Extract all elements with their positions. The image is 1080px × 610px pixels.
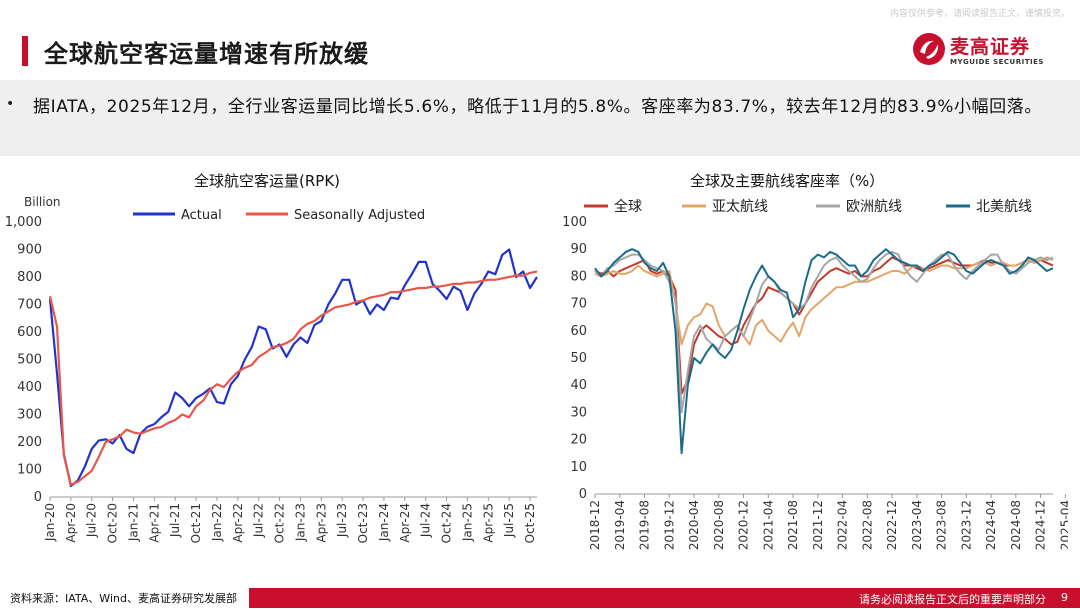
lf-x-tick-label: 2022-12 bbox=[885, 500, 899, 550]
lf-x-tick-label: 2021-04 bbox=[761, 500, 775, 550]
lf-x-tick-label: 2020-12 bbox=[737, 500, 751, 550]
lf-x-tick-label: 2020-08 bbox=[712, 500, 726, 550]
page-title: 全球航空客运量增速有所放缓 bbox=[44, 40, 369, 68]
rpk-x-tick-label: Jan-24 bbox=[377, 503, 391, 542]
lf-y-tick-label: 60 bbox=[570, 324, 587, 339]
rpk-y-tick-label: 200 bbox=[17, 435, 42, 450]
rpk-x-tick-label: Oct-20 bbox=[106, 503, 120, 543]
rpk-chart-title: 全球航空客运量(RPK) bbox=[194, 172, 341, 190]
rpk-y-tick-label: 700 bbox=[17, 298, 42, 313]
lf-x-tick-label: 2021-08 bbox=[786, 500, 800, 550]
lf-legend-label: 北美航线 bbox=[976, 199, 1032, 215]
lf-y-tick-label: 40 bbox=[570, 378, 587, 393]
rpk-x-tick-label: Oct-25 bbox=[523, 503, 537, 543]
summary-box: • 据IATA，2025年12月，全行业客运量同比增长5.6%，略低于11月的5… bbox=[0, 80, 1080, 156]
lf-x-tick-label: 2023-04 bbox=[910, 500, 924, 550]
summary-text: 据IATA，2025年12月，全行业客运量同比增长5.6%，略低于11月的5.8… bbox=[33, 97, 1042, 117]
rpk-y-tick-label: 1,000 bbox=[5, 215, 42, 230]
lf-x-tick-label: 2020-04 bbox=[687, 500, 701, 550]
rpk-series-line-2 bbox=[48, 270, 538, 486]
lf-y-tick-label: 70 bbox=[570, 297, 587, 312]
rpk-legend-label: Seasonally Adjusted bbox=[294, 208, 425, 223]
lf-y-tick-label: 30 bbox=[570, 405, 587, 420]
lf-x-tick-label: 2025-04 bbox=[1058, 500, 1068, 550]
rpk-x-tick-label: Jul-25 bbox=[502, 503, 516, 538]
lf-x-tick-label: 2023-08 bbox=[935, 500, 949, 550]
lf-y-tick-label: 90 bbox=[570, 242, 587, 257]
rpk-x-tick-label: Oct-24 bbox=[440, 503, 454, 543]
rpk-x-tick-label: Jan-22 bbox=[210, 503, 224, 542]
rpk-x-tick-label: Apr-23 bbox=[314, 503, 328, 543]
rpk-y-tick-label: 600 bbox=[17, 325, 42, 340]
lf-legend-label: 欧洲航线 bbox=[846, 199, 902, 215]
rpk-y-tick-label: 0 bbox=[34, 490, 42, 505]
lf-x-tick-label: 2024-08 bbox=[1009, 500, 1023, 550]
lf-x-tick-label: 2019-04 bbox=[613, 500, 627, 550]
lf-x-tick-label: 2023-12 bbox=[959, 500, 973, 550]
lf-y-tick-label: 0 bbox=[579, 487, 587, 502]
brand-logo-icon bbox=[913, 33, 945, 65]
rpk-legend-label: Actual bbox=[181, 208, 222, 223]
page-number: 9 bbox=[1061, 591, 1068, 604]
rpk-y-axis-label: Billion bbox=[24, 195, 61, 209]
rpk-y-tick-label: 100 bbox=[17, 463, 42, 478]
title-accent-bar bbox=[22, 36, 28, 66]
rpk-x-tick-label: Oct-22 bbox=[273, 503, 287, 543]
footer: 资料来源：IATA、Wind、麦高证券研究发展部 请务必阅读报告正文后的重要声明… bbox=[0, 588, 1080, 610]
lf-series-line-2 bbox=[594, 256, 1054, 346]
rpk-x-tick-label: Jan-25 bbox=[460, 503, 474, 542]
rpk-x-tick-label: Jul-23 bbox=[335, 503, 349, 538]
lf-x-tick-label: 2018-12 bbox=[588, 500, 602, 550]
rpk-x-tick-label: Jul-21 bbox=[168, 503, 182, 538]
lf-x-tick-label: 2021-12 bbox=[811, 500, 825, 550]
rpk-y-tick-label: 400 bbox=[17, 380, 42, 395]
lf-y-tick-label: 50 bbox=[570, 351, 587, 366]
footer-disclaimer: 请务必阅读报告正文后的重要声明部分 bbox=[859, 593, 1046, 606]
rpk-chart: 0 100 200 300 400 500 600 700 800 900 1,000 Billion… bbox=[5, 195, 538, 543]
load-factor-chart-title: 全球及主要航线客座率（%） bbox=[690, 172, 885, 190]
rpk-y-tick-label: 500 bbox=[17, 353, 42, 368]
rpk-x-tick-label: Apr-25 bbox=[481, 503, 495, 543]
footer-band bbox=[0, 588, 1080, 608]
rpk-x-tick-label: Oct-21 bbox=[189, 503, 203, 543]
lf-series-line-4 bbox=[594, 248, 1054, 455]
lf-legend-label: 亚太航线 bbox=[712, 199, 768, 215]
load-factor-chart: 0 10 20 30 40 50 60 70 80 90 100 2018-12 2019-04 2019… bbox=[562, 198, 1068, 550]
lf-x-tick-label: 2022-08 bbox=[860, 500, 874, 550]
lf-x-tick-label: 2019-08 bbox=[638, 500, 652, 550]
lf-y-tick-label: 10 bbox=[570, 460, 587, 475]
rpk-x-tick-label: Jul-22 bbox=[252, 503, 266, 538]
rpk-x-tick-label: Jul-20 bbox=[85, 503, 99, 538]
rpk-y-tick-label: 300 bbox=[17, 408, 42, 423]
rpk-x-tick-label: Jul-24 bbox=[419, 503, 433, 538]
rpk-x-tick-label: Apr-20 bbox=[64, 503, 78, 543]
lf-x-tick-label: 2024-04 bbox=[984, 500, 998, 550]
rpk-y-tick-label: 800 bbox=[17, 270, 42, 285]
rpk-y-tick-label: 900 bbox=[17, 243, 42, 258]
lf-y-tick-label: 100 bbox=[562, 215, 587, 230]
brand-name-en: MYGUIDE SECURITIES bbox=[950, 58, 1044, 66]
footer-source: 资料来源：IATA、Wind、麦高证券研究发展部 bbox=[0, 588, 249, 610]
rpk-x-tick-label: Apr-22 bbox=[231, 503, 245, 543]
lf-x-tick-label: 2024-12 bbox=[1034, 500, 1048, 550]
rpk-x-tick-label: Jan-23 bbox=[293, 503, 307, 542]
rpk-series-line-1 bbox=[48, 248, 538, 488]
lf-y-tick-label: 20 bbox=[570, 433, 587, 448]
rpk-x-tick-label: Apr-21 bbox=[147, 503, 161, 543]
rpk-x-tick-label: Oct-23 bbox=[356, 503, 370, 543]
bullet-icon: • bbox=[6, 96, 15, 112]
lf-x-tick-label: 2019-12 bbox=[662, 500, 676, 550]
lf-x-tick-label: 2022-04 bbox=[836, 500, 850, 550]
rpk-x-tick-label: Apr-24 bbox=[398, 503, 412, 543]
lf-y-tick-label: 80 bbox=[570, 269, 587, 284]
top-disclaimer-note: 内容仅供参考，请阅读报告正文，谨慎投资。 bbox=[889, 9, 1070, 19]
rpk-x-tick-label: Jan-21 bbox=[126, 503, 140, 542]
rpk-x-tick-label: Jan-20 bbox=[43, 503, 57, 542]
brand-name-cn: 麦高证券 bbox=[950, 36, 1031, 58]
lf-series-line-1 bbox=[594, 256, 1054, 395]
lf-legend-label: 全球 bbox=[614, 198, 642, 215]
brand-logo: 麦高证券 MYGUIDE SECURITIES bbox=[912, 32, 1052, 72]
